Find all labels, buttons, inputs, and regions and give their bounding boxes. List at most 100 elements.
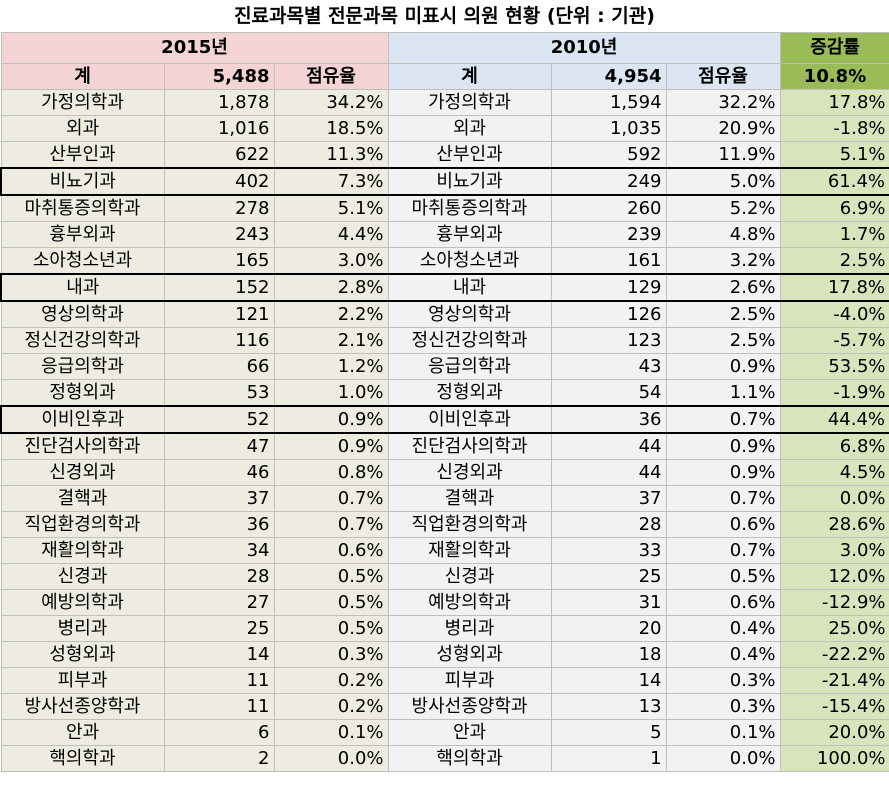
share-2010: 0.3%	[665, 667, 781, 694]
share-2015: 5.1%	[273, 194, 389, 222]
table-row: 진단검사의학과 47 0.9% 진단검사의학과 44 0.9% 6.8%	[0, 432, 889, 460]
clinic-count-2015: 47	[163, 432, 275, 460]
change-rate: 6.9%	[779, 194, 889, 222]
specialty-name-2015: 산부인과	[0, 141, 165, 169]
share-2010: 32.2%	[665, 89, 781, 116]
specialty-name-2015: 재활의학과	[0, 537, 165, 564]
table-row: 정신건강의학과 116 2.1% 정신건강의학과 123 2.5% -5.7%	[0, 327, 889, 354]
specialty-name-2010: 신경과	[387, 563, 552, 590]
clinic-count-2010: 36	[550, 405, 667, 434]
share-2010: 5.0%	[665, 167, 781, 196]
change-rate: 17.8%	[779, 89, 889, 116]
specialty-name-2015: 흉부외과	[0, 221, 165, 248]
table-row: 영상의학과 121 2.2% 영상의학과 126 2.5% -4.0%	[0, 300, 889, 328]
table-row: 정형외과 53 1.0% 정형외과 54 1.1% -1.9%	[0, 379, 889, 407]
share-2015: 0.1%	[273, 719, 389, 746]
clinic-count-2010: 13	[550, 693, 667, 720]
specialty-name-2010: 응급의학과	[387, 353, 552, 380]
change-rate: 53.5%	[779, 353, 889, 380]
specialty-name-2015: 성형외과	[0, 641, 165, 668]
specialty-name-2015: 마취통증의학과	[0, 194, 165, 222]
total-count-2015: 5,488	[163, 63, 275, 90]
share-2015: 0.8%	[273, 459, 389, 486]
clinic-count-2010: 28	[550, 511, 667, 538]
clinic-count-2010: 43	[550, 353, 667, 380]
specialty-name-2010: 가정의학과	[387, 89, 552, 116]
specialty-name-2010: 직업환경의학과	[387, 511, 552, 538]
share-2010: 20.9%	[665, 115, 781, 142]
share-2015: 4.4%	[273, 221, 389, 248]
total-label-2010: 계	[387, 63, 552, 90]
table-row: 방사선종양학과 11 0.2% 방사선종양학과 13 0.3% -15.4%	[0, 693, 889, 720]
share-2010: 0.4%	[665, 615, 781, 642]
clinic-count-2010: 1,594	[550, 89, 667, 116]
clinic-count-2010: 33	[550, 537, 667, 564]
specialty-name-2015: 방사선종양학과	[0, 693, 165, 720]
clinic-count-2015: 11	[163, 693, 275, 720]
change-rate: 12.0%	[779, 563, 889, 590]
clinic-count-2015: 53	[163, 379, 275, 407]
specialty-name-2010: 진단검사의학과	[387, 432, 552, 460]
change-rate: -15.4%	[779, 693, 889, 720]
change-rate: 100.0%	[779, 745, 889, 772]
share-2015: 0.9%	[273, 432, 389, 460]
specialty-name-2015: 영상의학과	[0, 300, 165, 328]
share-2015: 0.2%	[273, 693, 389, 720]
specialty-name-2010: 산부인과	[387, 141, 552, 169]
specialty-name-2015: 피부과	[0, 667, 165, 694]
share-2015: 0.0%	[273, 745, 389, 772]
table-row: 안과 6 0.1% 안과 5 0.1% 20.0%	[0, 719, 889, 746]
specialty-name-2010: 안과	[387, 719, 552, 746]
clinic-count-2015: 402	[163, 167, 275, 196]
clinic-count-2015: 2	[163, 745, 275, 772]
change-rate-header: 증감률	[779, 32, 889, 64]
specialty-name-2010: 피부과	[387, 667, 552, 694]
share-2010: 0.9%	[665, 432, 781, 460]
specialty-name-2015: 가정의학과	[0, 89, 165, 116]
table-row: 피부과 11 0.2% 피부과 14 0.3% -21.4%	[0, 667, 889, 694]
clinic-count-2015: 37	[163, 485, 275, 512]
share-label-2015: 점유율	[273, 63, 389, 90]
change-rate: 1.7%	[779, 221, 889, 248]
specialty-name-2015: 외과	[0, 115, 165, 142]
share-2010: 0.7%	[665, 537, 781, 564]
table-row: 이비인후과 52 0.9% 이비인후과 36 0.7% 44.4%	[0, 405, 889, 434]
table-row: 신경과 28 0.5% 신경과 25 0.5% 12.0%	[0, 563, 889, 590]
clinic-count-2015: 27	[163, 589, 275, 616]
change-rate: -21.4%	[779, 667, 889, 694]
table-row: 응급의학과 66 1.2% 응급의학과 43 0.9% 53.5%	[0, 353, 889, 380]
table-row: 비뇨기과 402 7.3% 비뇨기과 249 5.0% 61.4%	[0, 167, 889, 196]
specialty-name-2010: 결핵과	[387, 485, 552, 512]
specialty-name-2010: 방사선종양학과	[387, 693, 552, 720]
table-row: 예방의학과 27 0.5% 예방의학과 31 0.6% -12.9%	[0, 589, 889, 616]
share-2015: 0.9%	[273, 405, 389, 434]
specialty-name-2010: 비뇨기과	[387, 167, 552, 196]
table-title: 진료과목별 전문과목 미표시 의원 현황 (단위 : 기관)	[234, 5, 655, 27]
share-2010: 4.8%	[665, 221, 781, 248]
share-2015: 0.2%	[273, 667, 389, 694]
share-2010: 0.9%	[665, 353, 781, 380]
specialty-name-2015: 내과	[0, 273, 165, 302]
share-2010: 0.6%	[665, 589, 781, 616]
share-2010: 0.1%	[665, 719, 781, 746]
specialty-name-2010: 정신건강의학과	[387, 327, 552, 354]
change-rate: 5.1%	[779, 141, 889, 169]
change-rate: 20.0%	[779, 719, 889, 746]
change-rate: 6.8%	[779, 432, 889, 460]
change-rate: -4.0%	[779, 300, 889, 328]
table-row: 흉부외과 243 4.4% 흉부외과 239 4.8% 1.7%	[0, 221, 889, 248]
specialty-name-2015: 안과	[0, 719, 165, 746]
total-row: 계 5,488 점유율 계 4,954 점유율 10.8%	[0, 63, 889, 90]
clinic-count-2015: 278	[163, 194, 275, 222]
specialty-name-2010: 소아청소년과	[387, 247, 552, 275]
clinic-count-2015: 622	[163, 141, 275, 169]
clinic-count-2015: 165	[163, 247, 275, 275]
clinic-count-2010: 54	[550, 379, 667, 407]
clinic-count-2010: 18	[550, 641, 667, 668]
table-row: 직업환경의학과 36 0.7% 직업환경의학과 28 0.6% 28.6%	[0, 511, 889, 538]
table-row: 내과 152 2.8% 내과 129 2.6% 17.8%	[0, 273, 889, 302]
clinic-table: 2015년 2010년 증감률 계 5,488 점유율 계 4,954 점유율 …	[0, 32, 889, 772]
change-rate: 61.4%	[779, 167, 889, 196]
specialty-name-2015: 소아청소년과	[0, 247, 165, 275]
total-count-2010: 4,954	[550, 63, 667, 90]
